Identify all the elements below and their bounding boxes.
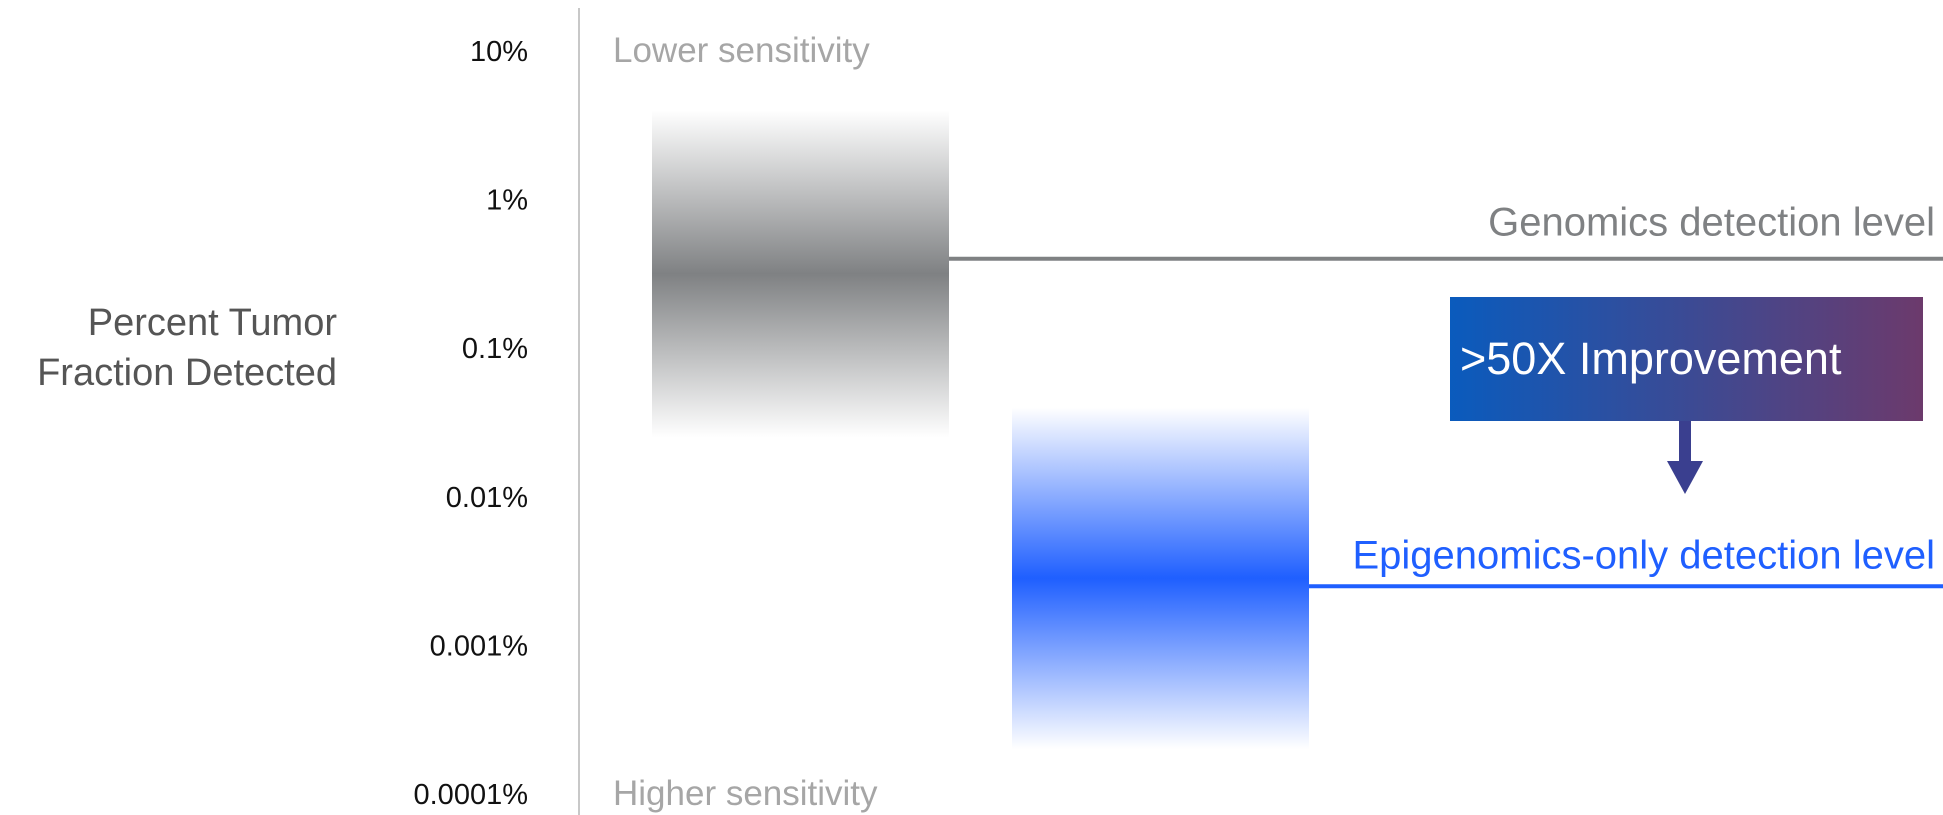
- y-tick-label: 0.01%: [446, 482, 528, 514]
- y-axis-title-line-1: Percent Tumor: [88, 302, 338, 344]
- higher-sensitivity-note: Higher sensitivity: [613, 774, 878, 813]
- y-tick-label: 1%: [486, 185, 528, 217]
- detection-bands: Genomics detection level Epigenomics-only…: [652, 110, 1943, 750]
- lower-sensitivity-note: Lower sensitivity: [613, 31, 870, 70]
- genomics-band: [652, 110, 949, 438]
- epigenomics-level-label: Epigenomics-only detection level: [1352, 533, 1935, 577]
- improvement-arrow-head: [1667, 461, 1703, 494]
- improvement-arrow-shaft: [1679, 421, 1691, 461]
- genomics-level-label: Genomics detection level: [1488, 201, 1935, 245]
- y-axis-title-line-2: Fraction Detected: [37, 352, 337, 394]
- improvement-annotation: >50X Improvement: [1450, 297, 1923, 494]
- improvement-label: >50X Improvement: [1460, 333, 1842, 384]
- y-tick-label: 10%: [470, 36, 528, 68]
- epigenomics-band: [1012, 407, 1309, 750]
- y-tick-label: 0.0001%: [414, 779, 529, 811]
- y-tick-label: 0.001%: [430, 630, 528, 662]
- y-axis-ticks: 10% 1% 0.1% 0.01% 0.001% 0.0001%: [414, 36, 529, 811]
- y-axis-title: Percent Tumor Fraction Detected: [37, 302, 337, 394]
- improvement-box: [1450, 297, 1923, 421]
- y-tick-label: 0.1%: [462, 333, 528, 365]
